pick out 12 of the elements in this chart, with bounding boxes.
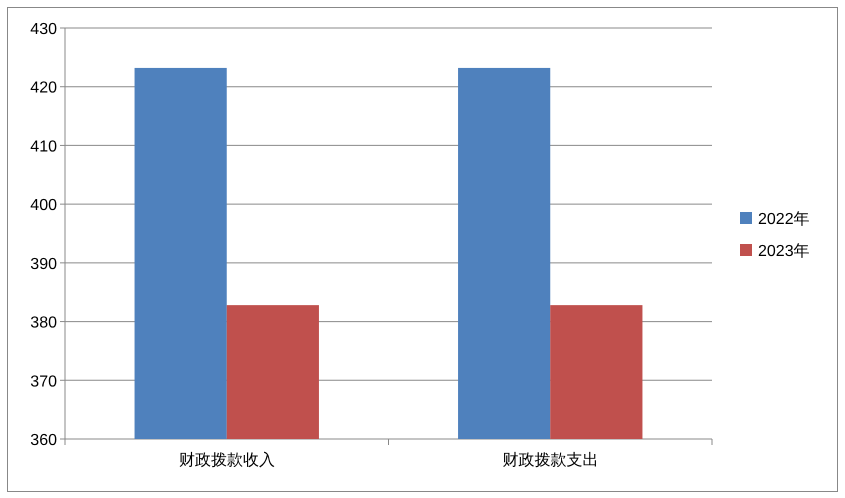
y-tick-label: 410 [30,138,58,156]
legend-label: 2023年 [758,243,810,260]
y-tick-label: 390 [30,256,58,273]
y-tick-label: 380 [30,314,58,332]
y-tick-label: 370 [30,373,58,390]
y-tick-label: 420 [30,80,58,97]
legend-label: 2022年 [758,211,810,228]
y-tick-label: 430 [30,21,58,38]
y-tick-label: 360 [30,432,58,449]
x-tick-label: 财政拨款支出 [502,451,598,469]
y-tick-label: 400 [30,197,58,214]
x-tick-label: 财政拨款收入 [178,451,275,469]
